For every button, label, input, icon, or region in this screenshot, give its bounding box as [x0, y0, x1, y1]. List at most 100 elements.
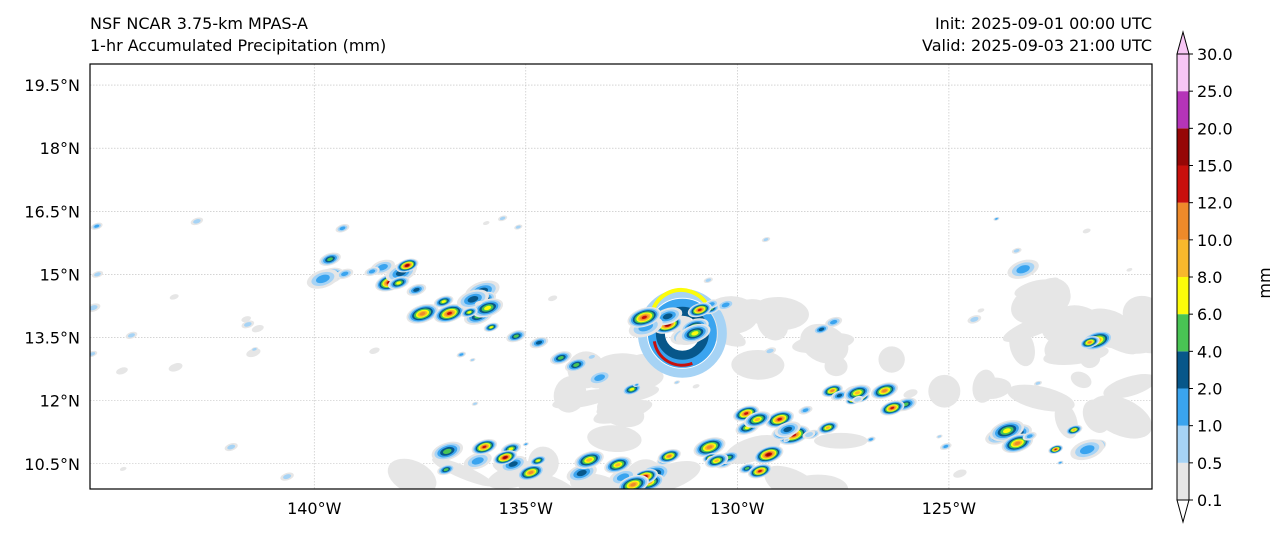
precip-cell [528, 471, 534, 474]
precip-cell [629, 387, 635, 391]
precip-cell [467, 311, 472, 314]
precip-cell [552, 388, 617, 409]
precip-cell [890, 406, 895, 410]
precip-cell [764, 465, 826, 489]
precip-cell [557, 356, 564, 360]
precip-cell [802, 408, 809, 413]
precip-cell [471, 457, 484, 465]
colorbar-tick-label: 8.0 [1197, 268, 1222, 287]
colorbar-tick-label: 0.5 [1197, 454, 1222, 473]
precipitation-field [90, 215, 1152, 489]
precip-cell [484, 305, 492, 311]
precip-cell [783, 426, 793, 433]
precip-cell [756, 304, 789, 341]
precip-cell [459, 353, 464, 356]
precip-cell [369, 347, 380, 354]
valid-time: Valid: 2025-09-03 21:00 UTC [921, 36, 1152, 55]
precip-cell [419, 312, 426, 316]
precip-cell [800, 323, 849, 364]
colorbar-segment [1177, 202, 1189, 240]
precip-cell [662, 313, 673, 320]
precip-cell [513, 334, 519, 338]
precip-cell [943, 444, 949, 448]
precip-cell [447, 311, 452, 315]
precip-cell [508, 461, 518, 467]
precip-cell [1035, 381, 1041, 385]
precip-cell [473, 402, 477, 405]
precip-cell [635, 383, 639, 386]
precip-cell [387, 458, 437, 489]
precip-cell [94, 224, 100, 228]
precip-cell [766, 453, 771, 456]
precip-cell [1126, 267, 1133, 272]
precip-cell [667, 454, 672, 458]
precip-cell [227, 444, 236, 450]
precip-cell [805, 432, 813, 437]
precip-cell [1070, 371, 1092, 389]
colorbar: 0.1 0.5 1.0 2.0 4.0 6.0 8.0 10.0 12.0 15.0 20.0 25.… [1176, 30, 1233, 524]
colorbar-segment [1177, 425, 1189, 463]
colorbar-segment [1177, 239, 1189, 277]
precip-cell [499, 216, 506, 221]
precip-cell [244, 322, 252, 327]
precip-cell [777, 417, 782, 421]
colorbar-segment [1177, 128, 1189, 166]
init-time: Init: 2025-09-01 00:00 UTC [934, 14, 1152, 33]
precip-cell [1058, 461, 1062, 464]
precip-cell [482, 445, 487, 449]
precip-cell [1047, 277, 1059, 285]
lat-tick-label: 15°N [40, 265, 80, 284]
precip-cell [836, 393, 843, 398]
colorbar-tick-label: 0.1 [1197, 491, 1222, 510]
colorbar-tick-label: 25.0 [1197, 82, 1233, 101]
precip-cell [1014, 441, 1021, 446]
precip-cell [714, 459, 719, 463]
precip-cell [1054, 448, 1057, 451]
lon-tick-label: 130°W [710, 499, 765, 518]
latitude-axis: 19.5°N 18°N 16.5°N 15°N 13.5°N 12°N 10.5°N [24, 76, 80, 474]
precip-cell [441, 300, 446, 303]
precip-cell [744, 412, 749, 415]
precip-cell [576, 469, 587, 477]
precip-cell [1072, 428, 1076, 431]
precip-cell [830, 319, 838, 325]
colorbar-segment [1177, 462, 1189, 500]
precip-cell [854, 391, 861, 395]
precip-cell [903, 389, 918, 398]
precip-cell [814, 432, 868, 449]
precip-cell [283, 474, 292, 480]
lat-tick-label: 18°N [40, 139, 80, 158]
precip-cell [758, 469, 762, 473]
precip-cell [818, 327, 825, 332]
precip-cell [588, 354, 595, 359]
precip-cell [854, 397, 862, 402]
precip-cell [953, 469, 967, 478]
colorbar-segment [1177, 277, 1189, 315]
colorbar-segment [1177, 91, 1189, 129]
colorbar-tick-label: 15.0 [1197, 157, 1233, 176]
lat-tick-label: 12°N [40, 392, 80, 411]
colorbar-unit-label: mm [1255, 267, 1274, 298]
precip-cell [763, 238, 769, 242]
colorbar-tick-label: 30.0 [1197, 45, 1233, 64]
precip-cell [368, 269, 376, 274]
lon-tick-label: 140°W [287, 499, 342, 518]
precip-cell [977, 308, 985, 313]
colorbar-tick-label: 1.0 [1197, 417, 1222, 436]
precip-cell [94, 272, 101, 277]
precip-cell [515, 225, 521, 229]
precip-cell [535, 340, 543, 345]
precip-cell [630, 482, 636, 487]
colorbar-segment [1177, 388, 1189, 426]
colorbar-segment [1177, 165, 1189, 203]
precip-cell [193, 219, 201, 224]
precip-cell [515, 471, 584, 489]
precip-cell [489, 326, 494, 329]
precip-cell [1013, 248, 1020, 253]
precip-cell [878, 346, 905, 373]
lon-tick-label: 125°W [922, 499, 977, 518]
precip-cell [784, 438, 789, 442]
precip-cell [252, 347, 257, 351]
precip-cell [1008, 331, 1018, 338]
precip-cell [536, 459, 541, 462]
